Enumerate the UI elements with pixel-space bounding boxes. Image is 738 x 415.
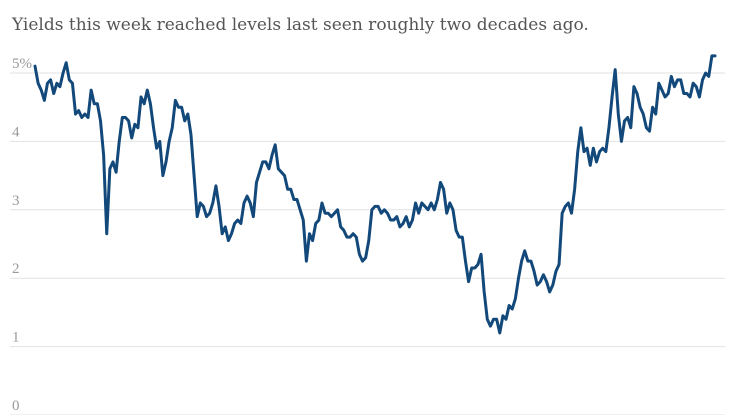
y-tick-label: 2 bbox=[12, 261, 20, 277]
y-tick-label: 3 bbox=[12, 193, 20, 209]
y-tick-label: 4 bbox=[12, 124, 20, 140]
y-tick-label: 1 bbox=[12, 330, 20, 346]
chart-subtitle: Yields this week reached levels last see… bbox=[11, 15, 589, 35]
yield-line bbox=[33, 54, 717, 335]
y-tick-label: 0 bbox=[12, 398, 20, 414]
y-tick-label: 5% bbox=[12, 56, 32, 72]
